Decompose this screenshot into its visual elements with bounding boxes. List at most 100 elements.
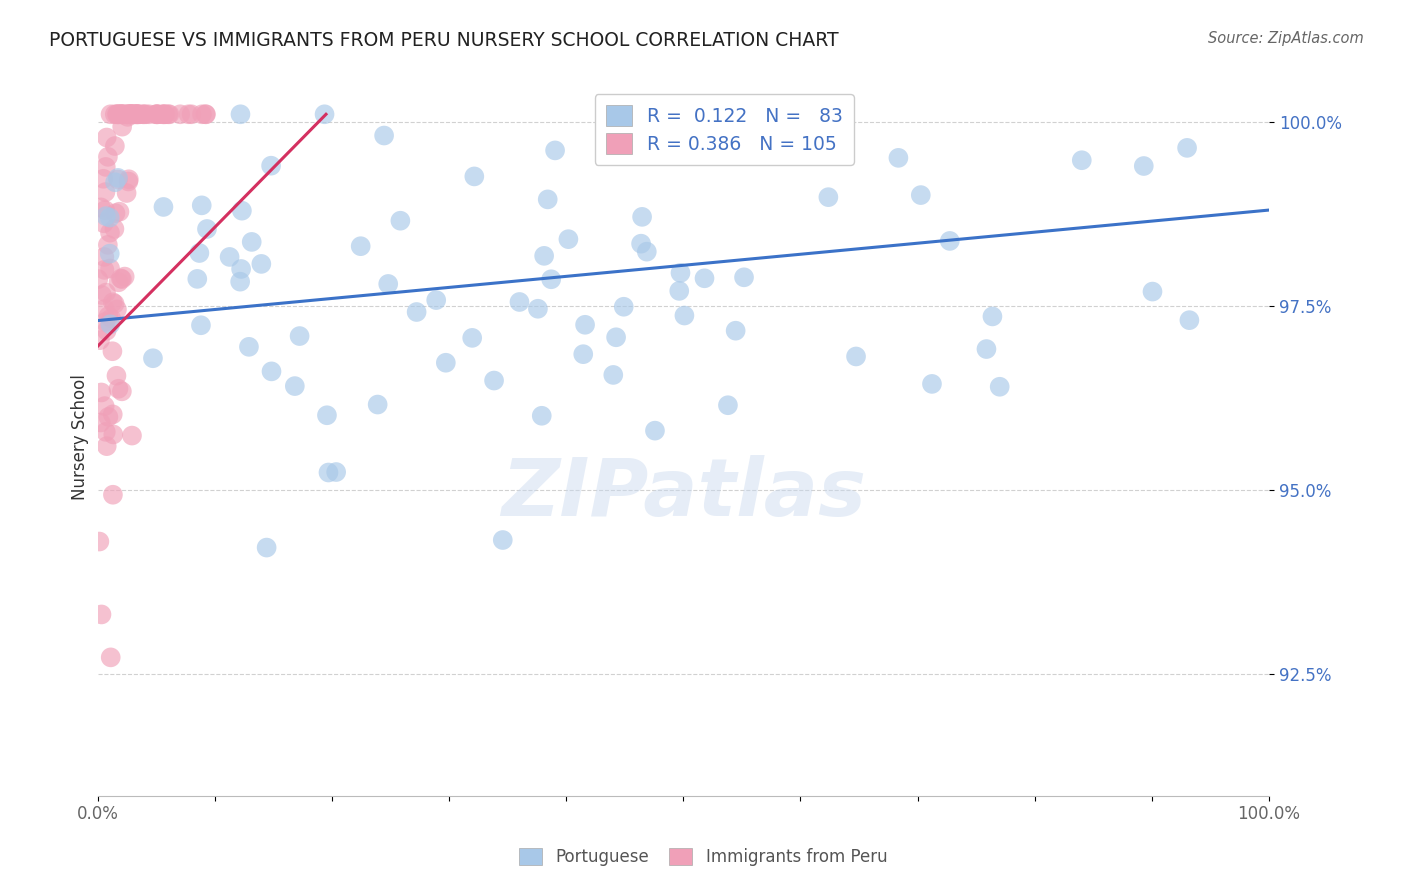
Point bbox=[118, 172, 141, 186]
Text: ZIPatlas: ZIPatlas bbox=[501, 455, 866, 533]
Point bbox=[463, 169, 485, 184]
Point bbox=[138, 107, 160, 121]
Point bbox=[94, 160, 117, 174]
Point bbox=[117, 110, 139, 124]
Point bbox=[94, 425, 117, 439]
Point bbox=[1142, 285, 1164, 299]
Point bbox=[194, 107, 217, 121]
Point bbox=[145, 107, 167, 121]
Point bbox=[110, 107, 132, 121]
Point bbox=[194, 107, 217, 121]
Point bbox=[461, 331, 484, 345]
Point bbox=[93, 399, 115, 413]
Point bbox=[693, 271, 716, 285]
Point bbox=[127, 107, 149, 121]
Legend: Portuguese, Immigrants from Peru: Portuguese, Immigrants from Peru bbox=[512, 841, 894, 873]
Point bbox=[169, 107, 191, 121]
Point bbox=[288, 329, 311, 343]
Point bbox=[540, 272, 562, 286]
Point bbox=[673, 309, 696, 323]
Point bbox=[482, 374, 505, 388]
Point bbox=[644, 424, 666, 438]
Point bbox=[887, 151, 910, 165]
Point bbox=[114, 269, 136, 284]
Point bbox=[104, 139, 127, 153]
Point bbox=[111, 272, 134, 286]
Point bbox=[152, 107, 174, 121]
Point bbox=[260, 364, 283, 378]
Point bbox=[425, 293, 447, 307]
Point bbox=[671, 126, 693, 140]
Point bbox=[124, 107, 146, 121]
Point bbox=[93, 171, 115, 186]
Point bbox=[121, 107, 143, 121]
Point bbox=[157, 107, 180, 121]
Point bbox=[976, 342, 998, 356]
Point bbox=[96, 324, 118, 338]
Point bbox=[240, 235, 263, 249]
Point bbox=[817, 190, 839, 204]
Point bbox=[97, 309, 120, 323]
Point bbox=[104, 297, 127, 311]
Point bbox=[231, 203, 253, 218]
Point bbox=[631, 210, 654, 224]
Point bbox=[599, 121, 621, 136]
Point bbox=[128, 107, 150, 121]
Point bbox=[530, 409, 553, 423]
Point bbox=[89, 534, 111, 549]
Point bbox=[630, 236, 652, 251]
Point bbox=[389, 213, 412, 227]
Point bbox=[103, 222, 125, 236]
Point bbox=[100, 311, 122, 326]
Point bbox=[107, 107, 129, 121]
Point bbox=[988, 380, 1011, 394]
Point bbox=[121, 428, 143, 442]
Point bbox=[537, 193, 560, 207]
Point bbox=[94, 315, 117, 329]
Point bbox=[93, 250, 115, 264]
Point bbox=[115, 107, 138, 121]
Point bbox=[103, 427, 125, 442]
Point bbox=[284, 379, 307, 393]
Point bbox=[1133, 159, 1156, 173]
Point bbox=[492, 533, 515, 547]
Point bbox=[94, 285, 117, 300]
Point bbox=[724, 324, 747, 338]
Point bbox=[602, 368, 624, 382]
Point bbox=[93, 216, 115, 230]
Point bbox=[533, 249, 555, 263]
Point bbox=[105, 107, 128, 121]
Point bbox=[111, 107, 134, 121]
Point bbox=[90, 607, 112, 622]
Point bbox=[132, 107, 155, 121]
Point bbox=[544, 144, 567, 158]
Point bbox=[120, 107, 142, 121]
Point bbox=[1070, 153, 1092, 168]
Point bbox=[98, 261, 121, 276]
Point bbox=[117, 107, 139, 121]
Point bbox=[717, 398, 740, 412]
Point bbox=[107, 275, 129, 289]
Point bbox=[107, 107, 129, 121]
Point bbox=[152, 200, 174, 214]
Legend: R =  0.122   N =   83, R = 0.386   N = 105: R = 0.122 N = 83, R = 0.386 N = 105 bbox=[595, 94, 853, 165]
Point bbox=[188, 246, 211, 260]
Point bbox=[120, 107, 142, 121]
Point bbox=[105, 368, 128, 383]
Point bbox=[557, 232, 579, 246]
Point bbox=[90, 385, 112, 400]
Point bbox=[373, 128, 395, 143]
Point bbox=[152, 107, 174, 121]
Point bbox=[108, 204, 131, 219]
Point bbox=[111, 107, 134, 121]
Point bbox=[97, 409, 120, 424]
Point bbox=[159, 107, 181, 121]
Point bbox=[90, 416, 112, 430]
Point bbox=[350, 239, 373, 253]
Point bbox=[733, 270, 755, 285]
Point bbox=[668, 284, 690, 298]
Point bbox=[98, 246, 121, 260]
Point bbox=[135, 107, 157, 121]
Point bbox=[238, 340, 260, 354]
Point bbox=[195, 222, 218, 236]
